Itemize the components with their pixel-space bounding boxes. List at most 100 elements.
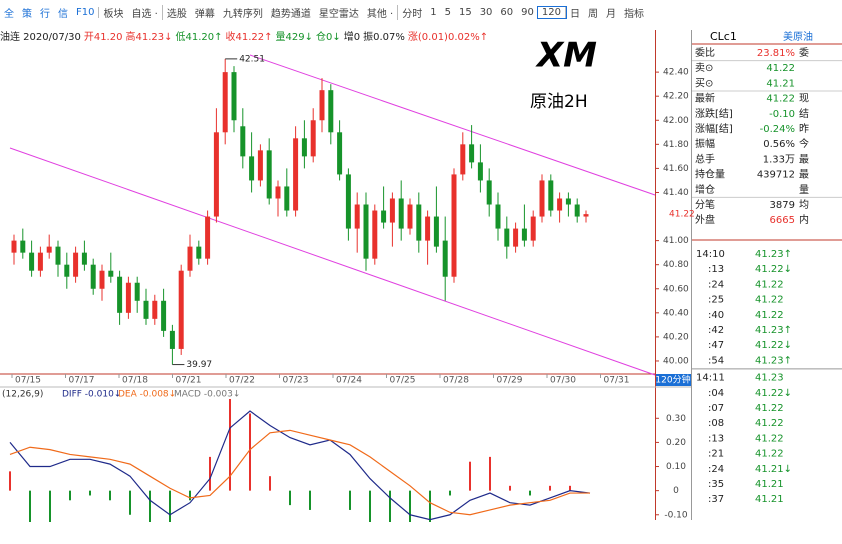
quote-value: 439712 bbox=[757, 170, 795, 181]
candle-body bbox=[169, 330, 175, 349]
toolbar-item[interactable]: 趋势通道 bbox=[270, 8, 311, 20]
toolbar-item[interactable]: 周 bbox=[587, 8, 598, 20]
toolbar-item[interactable]: 1 bbox=[430, 6, 437, 18]
info-item: 仓0↓ bbox=[315, 32, 341, 43]
candle-body bbox=[196, 246, 202, 259]
quote-extra: 结 bbox=[799, 107, 809, 120]
toolbar-item[interactable]: 弹幕 bbox=[194, 8, 215, 20]
toolbar-item[interactable]: 120 bbox=[536, 5, 567, 19]
toolbar-item[interactable]: 自选 · bbox=[127, 4, 163, 20]
tick-time: :13 bbox=[708, 433, 724, 444]
quote-extra: 委 bbox=[799, 46, 809, 59]
quote-extra: 最 bbox=[799, 153, 809, 165]
candle-body bbox=[81, 252, 87, 265]
quote-value: 0.56% bbox=[763, 139, 795, 150]
toolbar-item[interactable]: 策 bbox=[22, 8, 32, 20]
candle-body bbox=[257, 150, 263, 181]
axis-border bbox=[655, 30, 656, 520]
info-item: 收41.22↑ bbox=[225, 32, 273, 43]
candle-body bbox=[64, 264, 70, 277]
toolbar-item[interactable]: 其他 · bbox=[363, 4, 399, 20]
y-tick-label: 41.80 bbox=[663, 140, 689, 150]
toolbar-item[interactable]: 信 bbox=[58, 8, 68, 20]
x-tick-label: 07/21 bbox=[176, 376, 202, 386]
candle-body bbox=[284, 186, 290, 211]
symbol: CLc1 bbox=[710, 30, 737, 43]
tick-time: :37 bbox=[708, 494, 724, 505]
toolbar-item[interactable]: F10 bbox=[72, 6, 100, 18]
toolbar-item[interactable]: 月 bbox=[605, 8, 616, 20]
toolbar-item[interactable]: 30 bbox=[479, 6, 493, 18]
candle-body bbox=[143, 300, 149, 319]
quote-label: 买⊙ bbox=[695, 77, 713, 89]
candle-body bbox=[495, 204, 501, 229]
candle-body bbox=[222, 72, 228, 133]
toolbar-item[interactable]: 指标 bbox=[623, 8, 644, 20]
toolbar-item[interactable]: 行 bbox=[40, 8, 50, 20]
macd-line bbox=[9, 410, 591, 521]
tick-price: 41.23↑ bbox=[755, 249, 792, 260]
quote-label: 振幅 bbox=[695, 137, 715, 150]
tick-time: :21 bbox=[708, 449, 724, 460]
candle-body bbox=[363, 204, 369, 259]
candle-body bbox=[504, 228, 510, 247]
tick-time: :07 bbox=[708, 403, 724, 414]
toolbar-item[interactable]: 九转序列 bbox=[222, 8, 263, 20]
last-price: 41.22 bbox=[669, 210, 695, 220]
candle-body bbox=[557, 198, 563, 211]
candle-body bbox=[469, 144, 475, 163]
x-tick-label: 07/31 bbox=[604, 376, 630, 386]
tick-time: 14:11 bbox=[696, 373, 725, 384]
quote-label: 持仓量 bbox=[695, 168, 725, 181]
toolbar: 全策行信 F10 板块 自选 · 选股 弹幕 九转序列 趋势通道 星空雷达 其他 · 分时 1 5 15 3… bbox=[0, 0, 842, 24]
quote-value: 1.33万 bbox=[763, 154, 795, 165]
tick-time: :35 bbox=[708, 479, 724, 490]
info-item: 增0 bbox=[343, 32, 361, 43]
quote-label: 委比 bbox=[695, 46, 715, 59]
quote-extra: 量 bbox=[799, 184, 809, 196]
toolbar-item[interactable]: 5 bbox=[444, 6, 451, 18]
y-tick-label: 42.20 bbox=[663, 92, 689, 102]
toolbar-item[interactable]: 60 bbox=[500, 6, 514, 18]
tick-price: 41.22 bbox=[755, 418, 784, 429]
quote-value: 41.22 bbox=[766, 94, 795, 105]
toolbar-item[interactable]: 90 bbox=[521, 6, 534, 18]
tick-price: 41.22 bbox=[755, 449, 784, 460]
candle-body bbox=[513, 228, 519, 247]
candle-body bbox=[407, 204, 413, 229]
candle-body bbox=[20, 240, 26, 253]
tick-price: 41.21 bbox=[755, 494, 784, 505]
candle-body bbox=[240, 126, 246, 157]
macd-line bbox=[9, 429, 590, 516]
toolbar-item[interactable]: 15 bbox=[458, 6, 472, 18]
tick-time: :47 bbox=[708, 340, 724, 351]
quote-value: 3879 bbox=[770, 200, 795, 211]
candle-body bbox=[389, 198, 395, 223]
candle-body bbox=[125, 282, 131, 313]
candle-body bbox=[134, 282, 140, 301]
candle-body bbox=[73, 252, 79, 277]
x-tick-label: 07/24 bbox=[336, 376, 362, 386]
info-item: 量429↓ bbox=[275, 32, 313, 43]
candle-body bbox=[345, 174, 351, 229]
candle-body bbox=[205, 216, 211, 259]
quote-label: 卖⊙ bbox=[695, 62, 713, 74]
info-bar: 油连 2020/07/30 开41.20 高41.23↓ 低41.20↑ 收41.22↑… bbox=[0, 28, 491, 43]
period-box bbox=[656, 374, 691, 386]
toolbar-item[interactable]: 星空雷达 bbox=[318, 8, 359, 20]
toolbar-item[interactable]: 分时 bbox=[402, 8, 423, 20]
toolbar-item[interactable]: 全 bbox=[4, 8, 14, 20]
tick-price: 41.23 bbox=[755, 373, 784, 384]
toolbar-item[interactable]: 板块 bbox=[103, 8, 124, 20]
candle-body bbox=[521, 228, 527, 241]
quote-value: 41.22 bbox=[766, 63, 795, 74]
x-tick-label: 07/15 bbox=[15, 376, 41, 386]
tick-price: 41.22 bbox=[755, 403, 784, 414]
tick-price: 41.22↓ bbox=[755, 264, 792, 275]
y-tick-label: 42.00 bbox=[663, 116, 689, 126]
toolbar-item[interactable]: 日 bbox=[569, 8, 580, 20]
toolbar-item[interactable]: 选股 bbox=[166, 8, 187, 20]
candle-body bbox=[187, 246, 193, 271]
candle-body bbox=[161, 300, 167, 331]
x-tick-label: 07/22 bbox=[229, 376, 255, 386]
